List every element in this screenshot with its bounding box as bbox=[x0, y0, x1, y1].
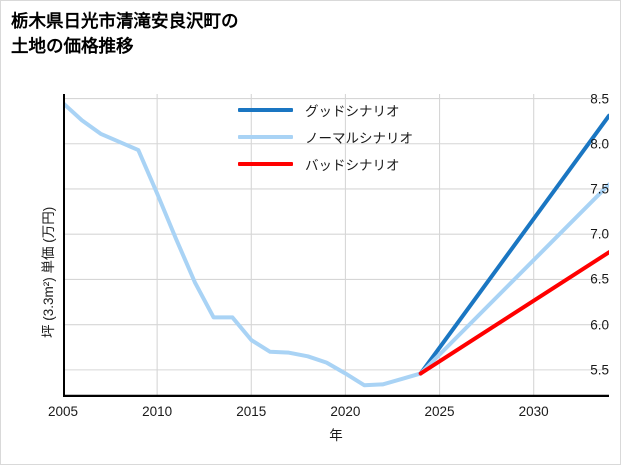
x-tick-label: 2030 bbox=[518, 404, 549, 419]
legend-label: グッドシナリオ bbox=[305, 103, 400, 119]
y-axis-label: 坪 (3.3m²) 単価 (万円) bbox=[41, 206, 56, 338]
x-tick-label: 2015 bbox=[236, 404, 267, 419]
y-tick-label: 7.0 bbox=[590, 226, 609, 242]
page-title: 栃木県日光市清滝安良沢町の 土地の価格推移 bbox=[11, 11, 239, 56]
x-tick-label: 2025 bbox=[424, 404, 455, 419]
y-tick-label: 6.5 bbox=[590, 271, 609, 287]
y-tick-label: 8.0 bbox=[590, 136, 609, 152]
legend-item-1[interactable]: グッドシナリオ bbox=[238, 96, 458, 123]
legend-color-swatch bbox=[238, 107, 293, 112]
legend-label: バッドシナリオ bbox=[305, 157, 400, 173]
legend-color-swatch bbox=[238, 134, 293, 139]
y-tick-label: 6.0 bbox=[590, 317, 609, 333]
y-tick-label: 8.5 bbox=[590, 91, 609, 107]
chart-canvas bbox=[63, 94, 609, 397]
x-tick-label: 2020 bbox=[330, 404, 361, 419]
x-tick-label: 2005 bbox=[47, 404, 79, 419]
legend-label: ノーマルシナリオ bbox=[305, 130, 413, 146]
chart-legend: グッドシナリオ ノーマルシナリオ バッドシナリオ bbox=[238, 96, 458, 177]
y-tick-label: 7.5 bbox=[590, 181, 609, 197]
plot-area: グッドシナリオ ノーマルシナリオ バッドシナリオ 5.5 6.0 6.5 7.0 7.5 8.… bbox=[41, 91, 609, 443]
x-tick-label: 2010 bbox=[142, 404, 173, 419]
legend-color-swatch bbox=[238, 161, 293, 166]
legend-item-3[interactable]: バッドシナリオ bbox=[238, 150, 458, 177]
y-tick-label: 5.5 bbox=[590, 362, 609, 378]
legend-item-2[interactable]: ノーマルシナリオ bbox=[238, 123, 458, 150]
x-axis-label: 年 bbox=[329, 428, 343, 443]
